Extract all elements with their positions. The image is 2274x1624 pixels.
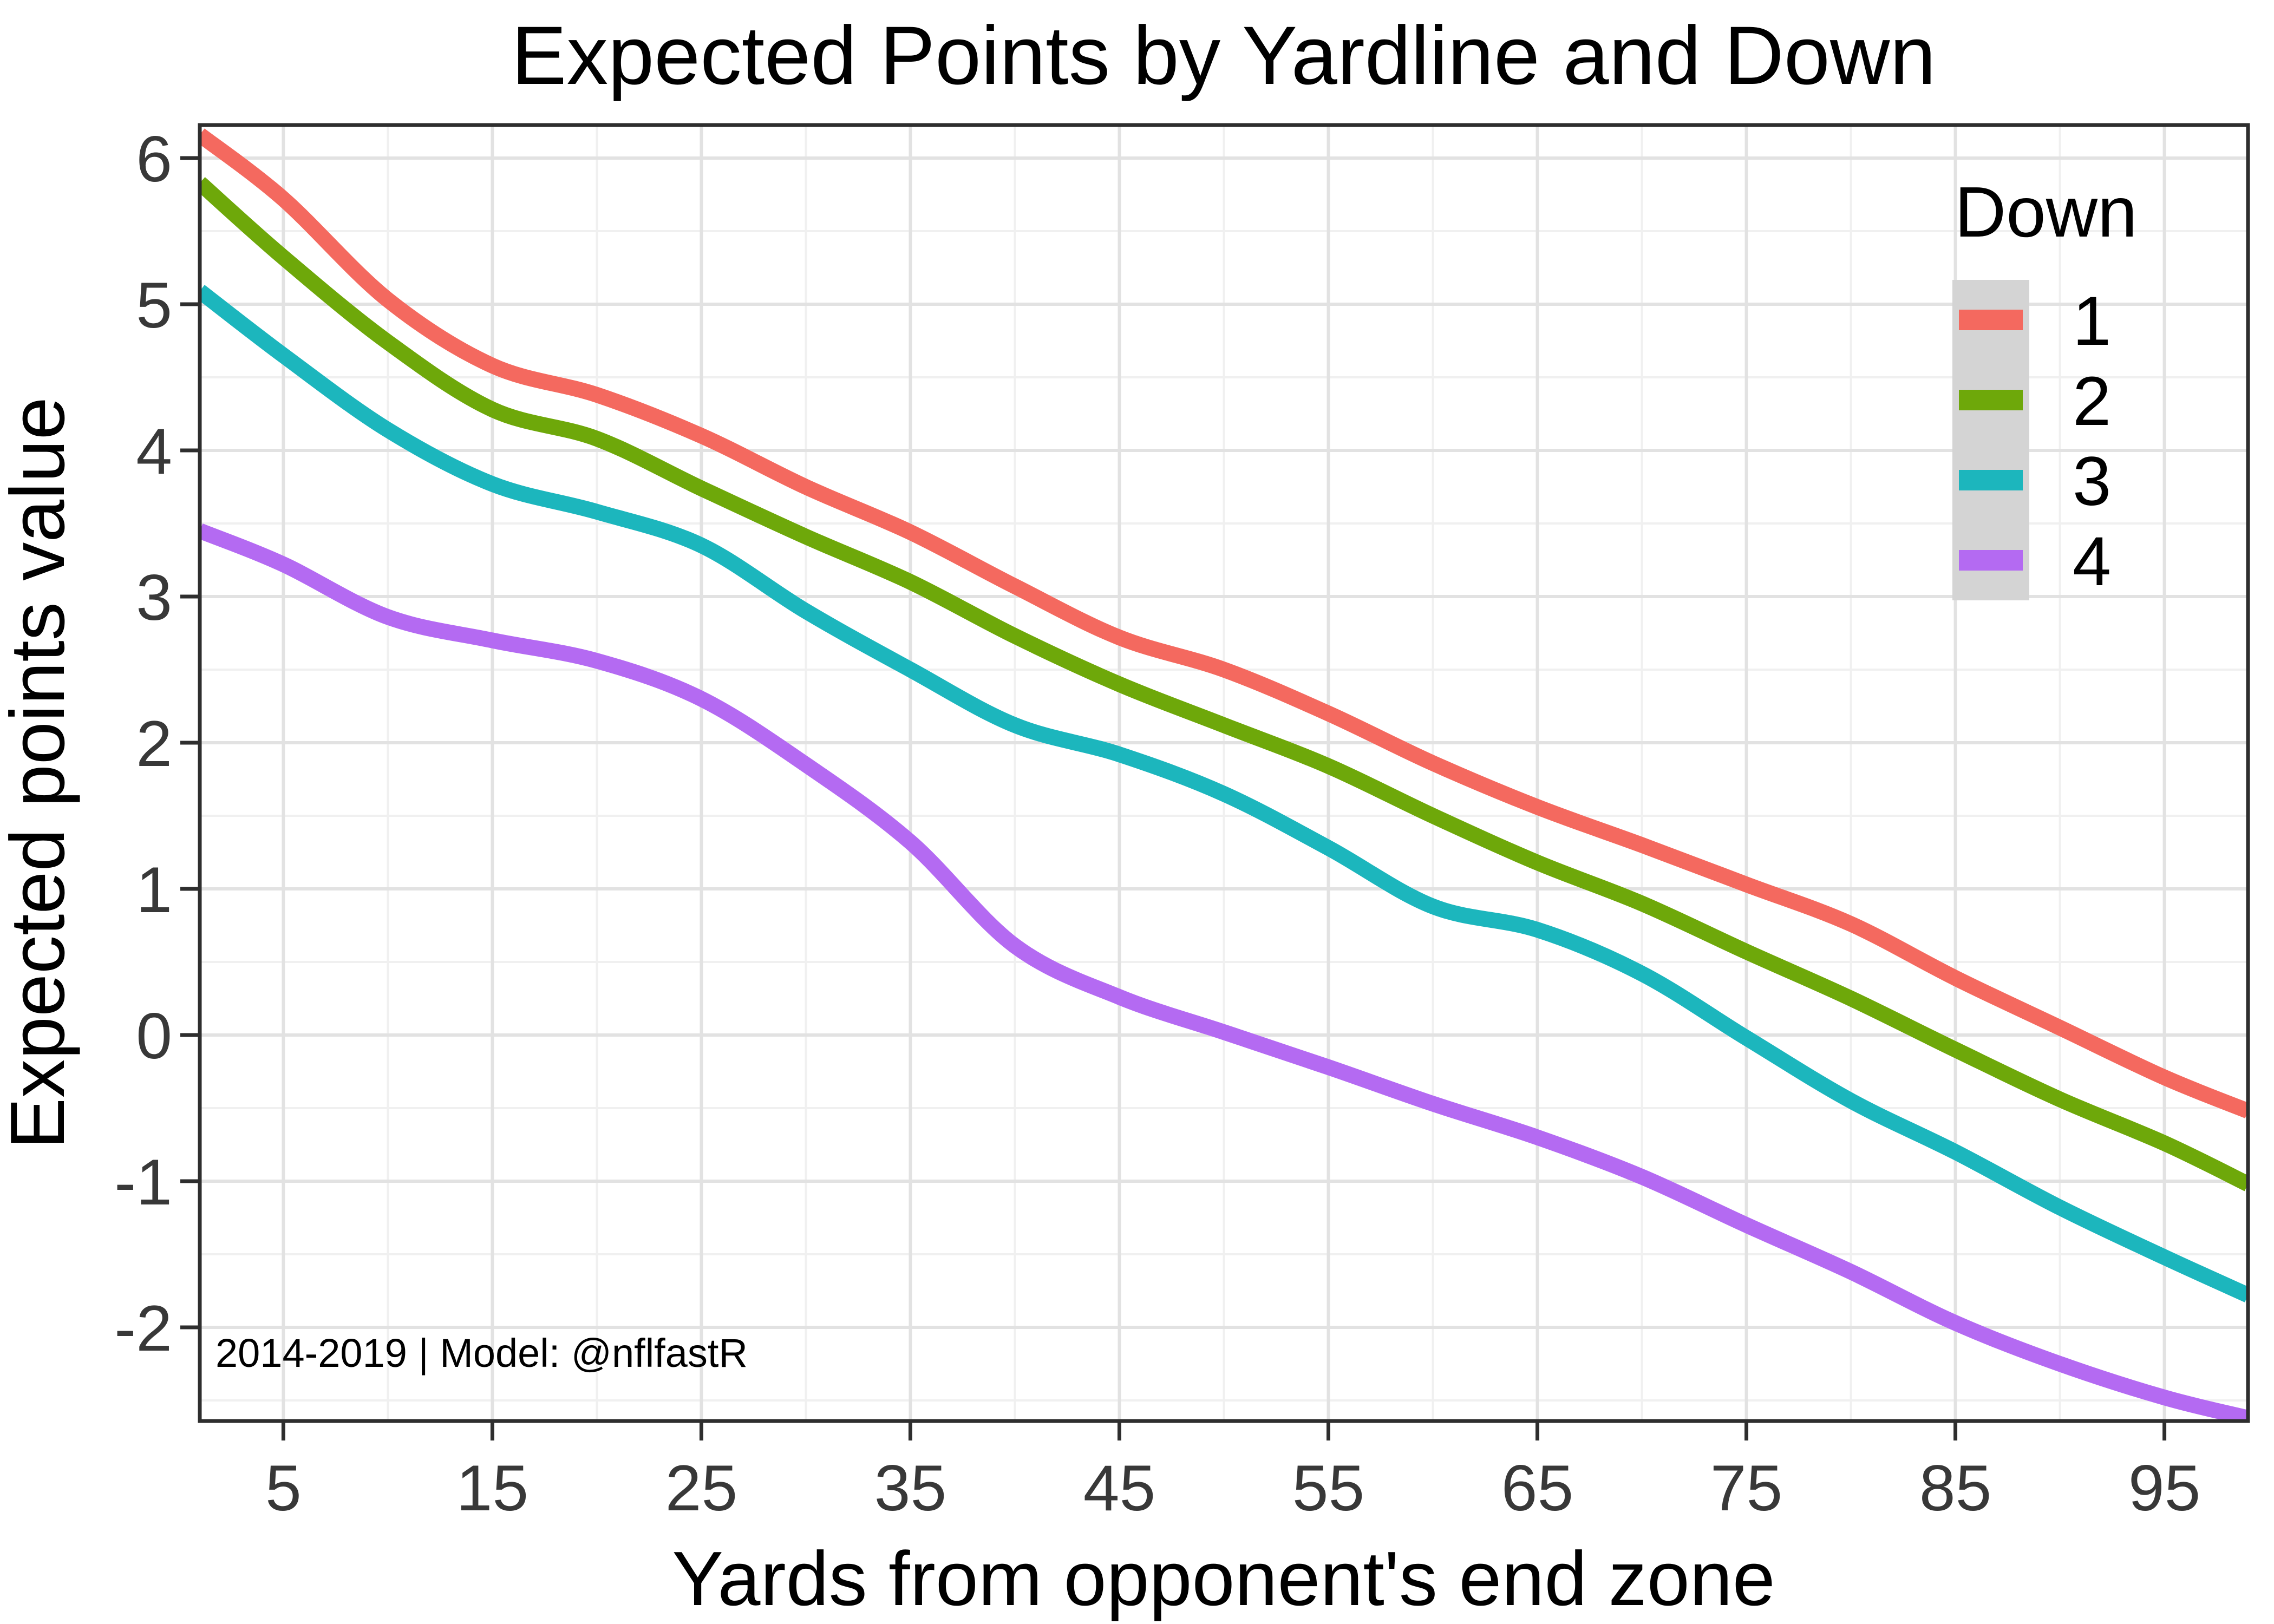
- ep-curve-down-2: [200, 177, 2248, 1191]
- x-axis-title: Yards from opponent's end zone: [672, 1536, 1775, 1622]
- x-tick-label: 45: [1083, 1452, 1155, 1524]
- ep-curve-down-4: [200, 523, 2248, 1421]
- legend-label-down-4: 4: [2073, 523, 2111, 600]
- x-tick-label: 25: [665, 1452, 737, 1524]
- y-tick-label: 5: [136, 269, 172, 342]
- panel-border: [198, 123, 2250, 1423]
- x-tick-label: 65: [1501, 1452, 1573, 1524]
- y-tick-label: 2: [136, 708, 172, 780]
- x-tick-label: 75: [1710, 1452, 1782, 1524]
- x-tick-label: 55: [1292, 1452, 1364, 1524]
- legend-label-down-2: 2: [2073, 363, 2111, 440]
- y-tick-label: 4: [136, 415, 172, 488]
- y-tick-label: -2: [114, 1292, 172, 1365]
- x-tick-label: 85: [1919, 1452, 1991, 1524]
- y-tick-labels: -2 -1 0 1 2 3 4 5 6: [114, 123, 172, 1365]
- x-tick-label: 5: [265, 1452, 302, 1524]
- y-axis-title: Expected points value: [0, 397, 81, 1149]
- ep-curve-down-3: [200, 285, 2248, 1302]
- y-tick-label: 1: [136, 854, 172, 926]
- legend-swatch-down-3: [1959, 470, 2023, 490]
- x-tick-label: 15: [456, 1452, 528, 1524]
- y-tick-label: -1: [114, 1146, 172, 1219]
- legend-swatch-down-4: [1959, 550, 2023, 571]
- ep-curves: [200, 128, 2248, 1421]
- x-tick-labels: 5 15 25 35 45 55 65 75 85 95: [265, 1452, 2200, 1524]
- grid-major: [200, 125, 2248, 1421]
- legend-swatch-down-2: [1959, 390, 2023, 410]
- y-tick-label: 6: [136, 123, 172, 195]
- y-tick-label: 0: [136, 1000, 172, 1072]
- legend-swatch-down-1: [1959, 310, 2023, 330]
- ep-curve-down-1: [200, 128, 2248, 1118]
- plot-title: Expected Points by Yardline and Down: [512, 9, 1936, 102]
- x-tick-label: 35: [874, 1452, 946, 1524]
- caption: 2014-2019 | Model: @nflfastR: [215, 1331, 748, 1376]
- axis-ticks: [180, 156, 2167, 1440]
- legend-label-down-1: 1: [2073, 283, 2111, 360]
- legend-title: Down: [1955, 172, 2137, 252]
- x-tick-label: 95: [2128, 1452, 2200, 1524]
- y-tick-label: 3: [136, 561, 172, 634]
- legend-label-down-3: 3: [2073, 443, 2111, 520]
